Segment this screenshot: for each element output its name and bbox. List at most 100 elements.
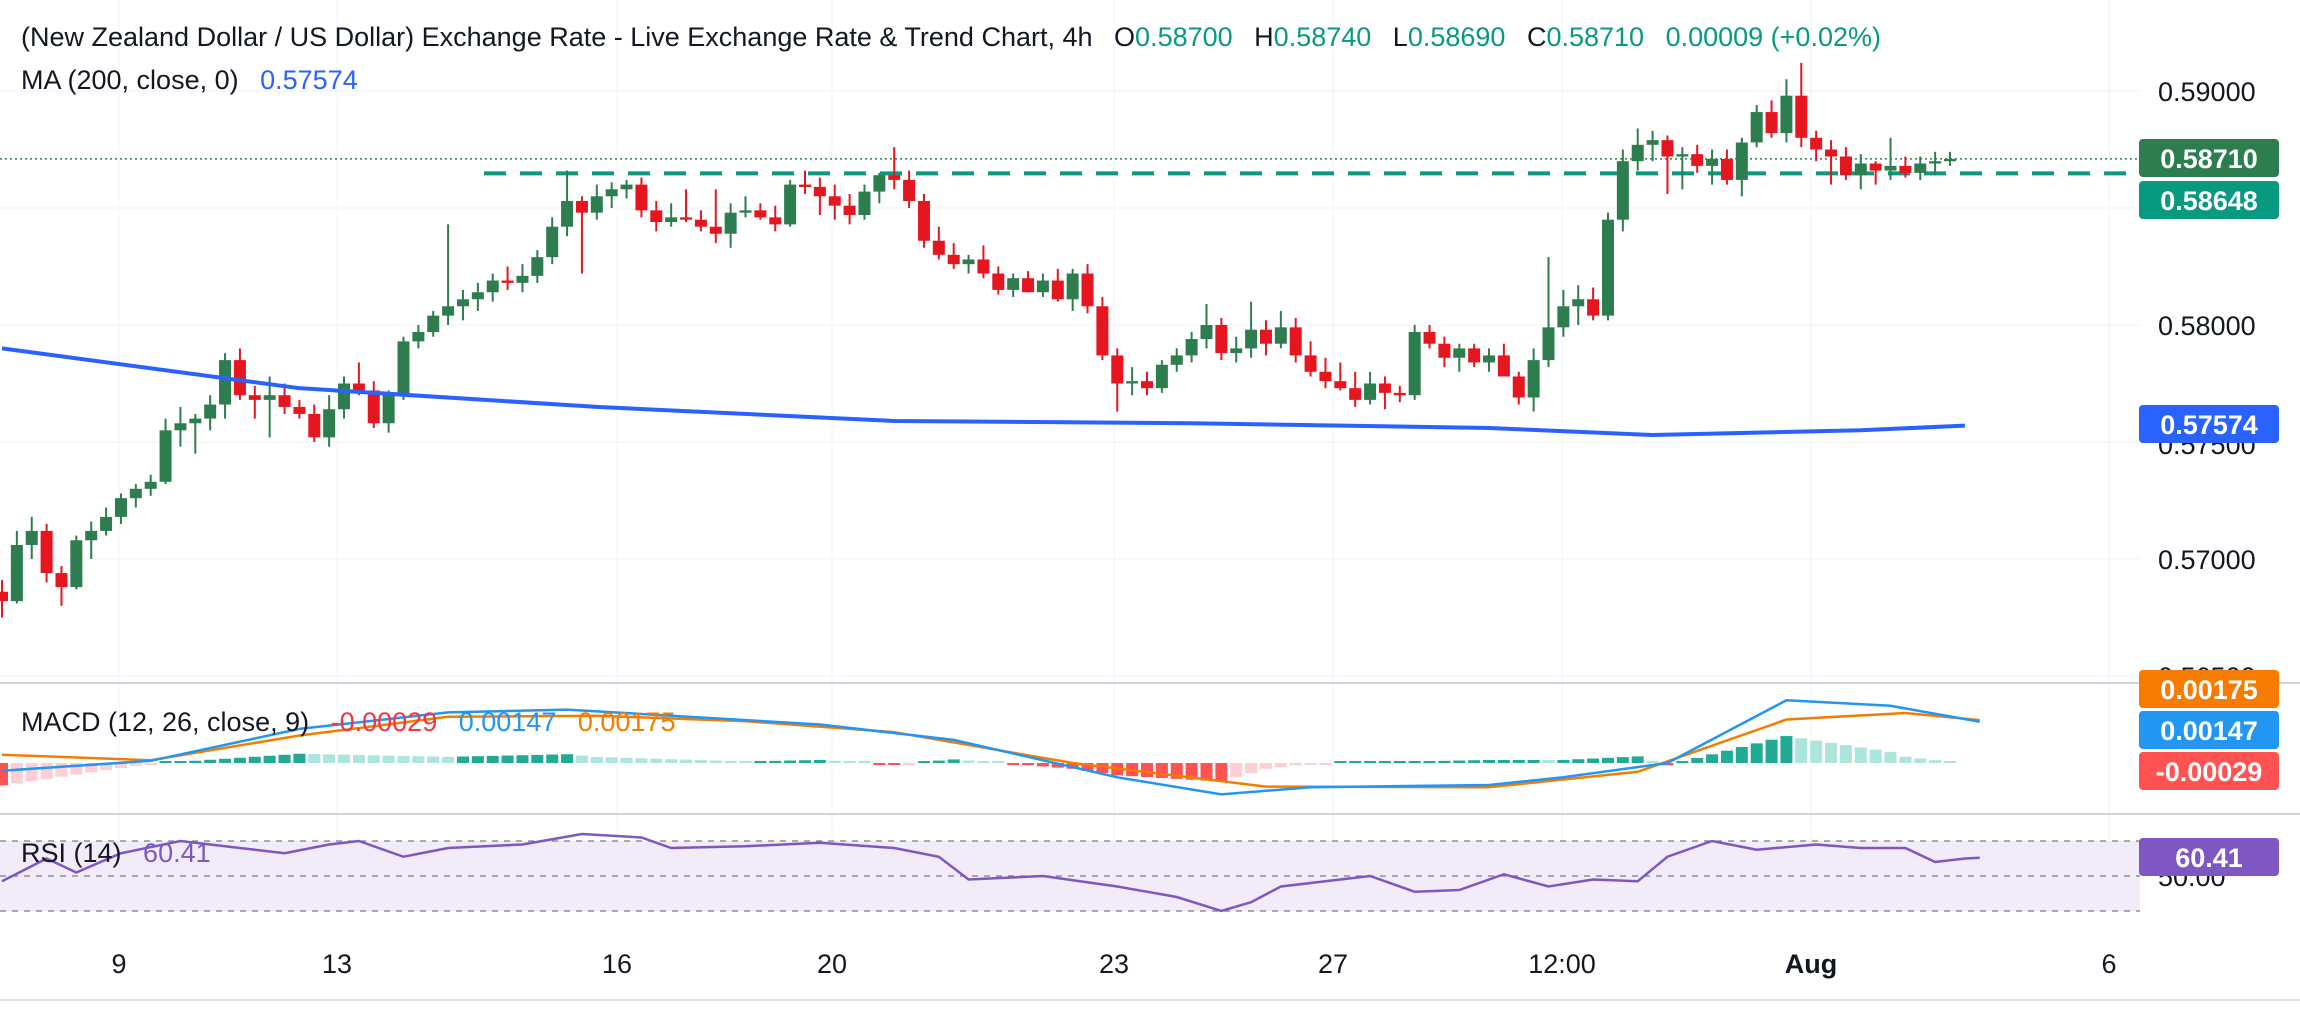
candle-body[interactable] (754, 210, 767, 218)
candle-body[interactable] (25, 530, 38, 545)
candle-body[interactable] (204, 404, 217, 419)
candle-body[interactable] (382, 395, 395, 424)
candle-body[interactable] (70, 540, 83, 588)
candle-body[interactable] (1929, 161, 1942, 164)
candle-body[interactable] (873, 175, 886, 192)
candle-body[interactable] (516, 275, 529, 283)
candle-body[interactable] (1453, 348, 1466, 358)
candle-body[interactable] (858, 191, 871, 216)
candle-body[interactable] (1200, 325, 1213, 340)
candle-body[interactable] (501, 280, 514, 283)
candle-body[interactable] (1839, 156, 1852, 176)
candle-body[interactable] (1854, 163, 1867, 176)
candle-body[interactable] (352, 383, 365, 391)
candle-body[interactable] (1542, 327, 1555, 361)
candle-body[interactable] (189, 418, 202, 424)
candle-body[interactable] (55, 573, 68, 588)
candle-body[interactable] (1423, 332, 1436, 344)
candle-body[interactable] (159, 430, 172, 482)
candle-body[interactable] (1884, 165, 1897, 171)
candle-body[interactable] (650, 210, 663, 223)
candle-body[interactable] (1289, 327, 1302, 356)
candle-body[interactable] (903, 179, 916, 201)
candle-body[interactable] (1051, 280, 1064, 300)
candle-body[interactable] (85, 530, 98, 541)
candle-body[interactable] (1810, 137, 1823, 150)
candle-body[interactable] (620, 184, 633, 190)
candle-body[interactable] (0, 591, 8, 602)
candle-body[interactable] (1066, 273, 1079, 300)
candle-body[interactable] (442, 306, 455, 316)
candle-body[interactable] (1512, 376, 1525, 398)
candle-body[interactable] (293, 406, 306, 414)
candle-body[interactable] (144, 481, 157, 489)
candle-body[interactable] (724, 212, 737, 234)
candle-body[interactable] (575, 200, 588, 213)
candle-body[interactable] (1572, 299, 1585, 307)
candle-body[interactable] (10, 544, 23, 602)
candle-body[interactable] (1557, 306, 1570, 328)
candle-body[interactable] (308, 413, 321, 438)
candle-body[interactable] (962, 259, 975, 265)
candle-body[interactable] (427, 315, 440, 333)
candle-body[interactable] (1587, 299, 1600, 316)
candle-body[interactable] (1750, 112, 1763, 143)
candle-body[interactable] (546, 226, 559, 258)
candle-body[interactable] (1795, 95, 1808, 138)
candle-body[interactable] (263, 395, 276, 400)
candle-body[interactable] (323, 409, 336, 438)
candle-body[interactable] (709, 226, 722, 234)
candle-body[interactable] (992, 273, 1005, 290)
candle-body[interactable] (784, 184, 797, 225)
candle-body[interactable] (1185, 339, 1198, 356)
candle-body[interactable] (129, 488, 142, 499)
candle-body[interactable] (1215, 325, 1228, 354)
candle-body[interactable] (233, 360, 246, 396)
candle-body[interactable] (1765, 112, 1778, 134)
candle-body[interactable] (1825, 149, 1838, 157)
candle-body[interactable] (1735, 142, 1748, 180)
ma200-line[interactable] (1, 346, 1965, 437)
candle-body[interactable] (367, 390, 380, 424)
candle-body[interactable] (1319, 371, 1332, 382)
candle-body[interactable] (1245, 329, 1258, 349)
candle-body[interactable] (813, 186, 826, 197)
candle-body[interactable] (248, 395, 261, 400)
candle-body[interactable] (828, 196, 841, 206)
candle-body[interactable] (680, 217, 693, 220)
candle-body[interactable] (456, 299, 469, 307)
candle-body[interactable] (1914, 163, 1927, 173)
candle-body[interactable] (739, 210, 752, 213)
candle-body[interactable] (100, 516, 113, 531)
candle-body[interactable] (1483, 355, 1496, 363)
candle-body[interactable] (1081, 273, 1094, 307)
candle-body[interactable] (1616, 161, 1629, 220)
candle-body[interactable] (665, 217, 678, 223)
candle-body[interactable] (397, 341, 410, 396)
candle-body[interactable] (1646, 140, 1659, 145)
candle-body[interactable] (605, 189, 618, 197)
candle-body[interactable] (1022, 278, 1035, 293)
candle-body[interactable] (174, 423, 187, 431)
candle-body[interactable] (769, 217, 782, 225)
candle-body[interactable] (1438, 343, 1451, 358)
candle-body[interactable] (412, 332, 425, 342)
candle-body[interactable] (932, 240, 945, 255)
candle-body[interactable] (486, 280, 499, 293)
rsi-line[interactable] (1, 832, 1980, 913)
candle-body[interactable] (1304, 355, 1317, 372)
candle-body[interactable] (561, 200, 574, 227)
candle-body[interactable] (1007, 278, 1020, 290)
candle-body[interactable] (1096, 306, 1109, 356)
candle-body[interactable] (1691, 154, 1704, 166)
candle-body[interactable] (1944, 158, 1956, 162)
candle-body[interactable] (40, 530, 53, 574)
candle-body[interactable] (1230, 348, 1243, 354)
candle-body[interactable] (1111, 355, 1124, 384)
candle-body[interactable] (1408, 332, 1421, 396)
candle-body[interactable] (1036, 280, 1049, 293)
candle-body[interactable] (1601, 219, 1614, 316)
candle-body[interactable] (1349, 388, 1362, 400)
candle-body[interactable] (1661, 140, 1674, 157)
